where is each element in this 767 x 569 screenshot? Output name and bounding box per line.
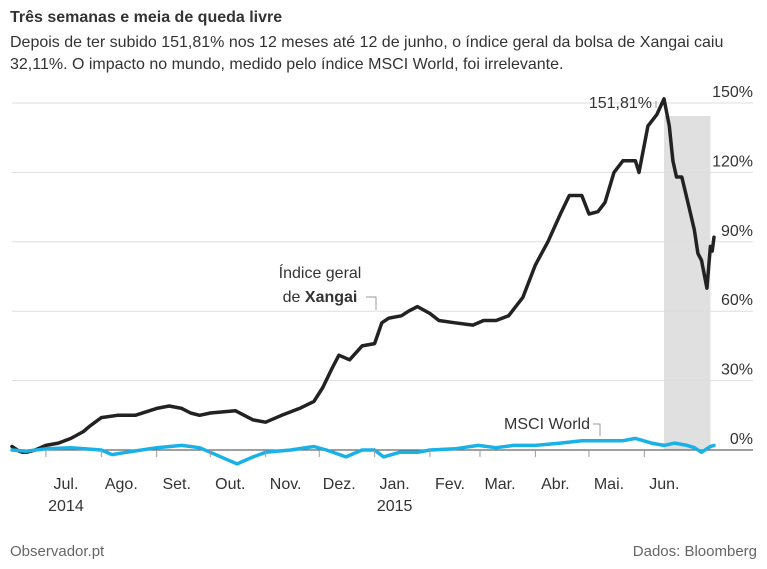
x-tick-label: Dez. <box>323 476 356 493</box>
shaded-period-layer <box>663 116 711 450</box>
chart-subtitle: Depois de ter subido 151,81% nos 12 mese… <box>10 34 724 73</box>
xangai-leader-line <box>366 296 377 310</box>
series-layer <box>10 97 716 466</box>
msci-leader-line <box>593 423 601 436</box>
xangai-label-prefix: de <box>283 289 305 306</box>
xangai-label-line2: de Xangai <box>283 289 358 306</box>
x-tick-label: Nov. <box>270 476 302 493</box>
y-tick-labels: 0% 30% 60% 90% 120% 150% <box>712 84 753 448</box>
shaded-period <box>663 116 711 450</box>
y-tick-label: 120% <box>712 153 753 170</box>
peak-label: 151,81% <box>589 95 652 112</box>
x-tick-label: Set. <box>162 476 190 493</box>
x-tick-label: Mar. <box>484 476 515 493</box>
x-tick-label: Mai. <box>594 476 624 493</box>
msci-label: MSCI World <box>504 416 590 433</box>
y-tick-label: 150% <box>712 84 753 101</box>
xangai-label-line1: Índice geral <box>279 263 362 282</box>
source-left: Observador.pt <box>10 543 105 560</box>
x-tick-label: Jul. <box>53 476 78 493</box>
xangai-line <box>10 97 716 455</box>
y-tick-label: 0% <box>730 431 753 448</box>
y-tick-label: 60% <box>721 292 753 309</box>
x-tick-label: Fev. <box>435 476 465 493</box>
x-year-label: 2014 <box>48 498 84 515</box>
x-tick-label: Abr. <box>541 476 569 493</box>
x-tick-label: Jun. <box>649 476 679 493</box>
x-tick-labels: Jul. Ago. Set. Out. Nov. Dez. Jan. Fev. Mar. Abr.… <box>45 450 679 515</box>
x-tick-label: Jan. <box>379 476 409 493</box>
chart-title: Três semanas e meia de queda livre <box>10 9 283 26</box>
y-tick-label: 30% <box>721 362 753 379</box>
x-year-label: 2015 <box>377 498 413 515</box>
x-tick-label: Ago. <box>105 476 138 493</box>
y-tick-label: 90% <box>721 223 753 240</box>
source-right: Dados: Bloomberg <box>632 543 757 560</box>
xangai-label-bold: Xangai <box>305 289 357 306</box>
x-tick-label: Out. <box>215 476 245 493</box>
annotations-layer: 151,81% Índice geral de Xangai MSCI World <box>279 95 657 436</box>
msci-world-line <box>10 436 716 466</box>
